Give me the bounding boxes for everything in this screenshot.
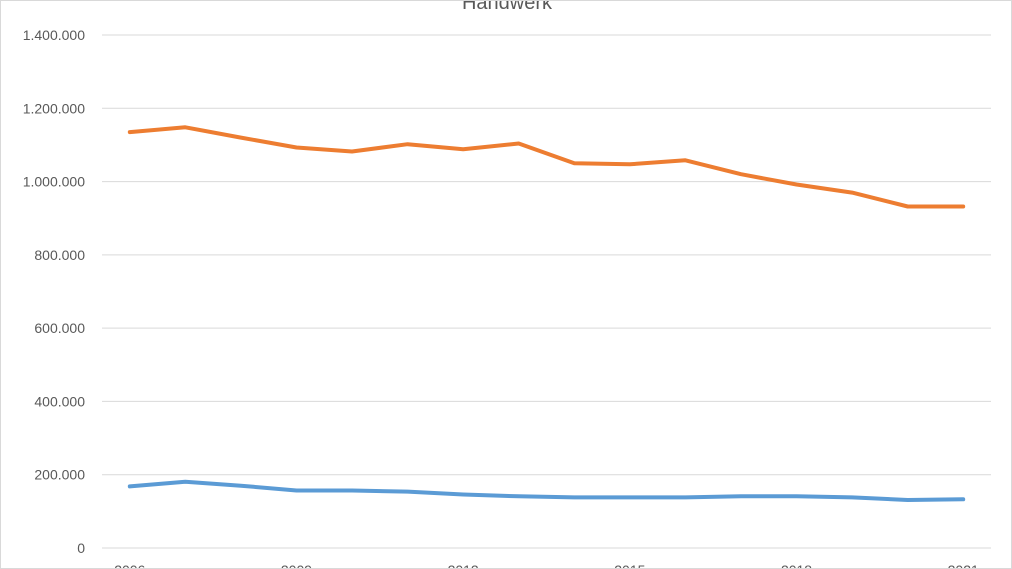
y-tick-label: 1.200.000 [23,100,85,116]
x-tick-label: 2012 [448,562,479,568]
y-axis-tick-labels: 0 200.000 400.000 600.000 800.000 1.000.000 1.… [23,27,86,556]
series-line-2 [127,479,966,502]
chart-title: Handwerk [462,1,553,14]
x-tick-label: 2009 [281,562,312,568]
x-tick-label: 2021 [948,562,979,568]
y-tick-label: 1.000.000 [23,174,85,190]
series-line-1 [127,125,966,209]
y-tick-label: 800.000 [34,247,85,263]
y-tick-label: 400.000 [34,393,85,409]
gridlines [102,34,991,549]
y-tick-label: 600.000 [34,320,85,336]
y-tick-label: 200.000 [34,467,85,483]
x-tick-label: 2015 [614,562,645,568]
y-tick-label: 1.400.000 [23,27,85,43]
y-tick-label: 0 [77,540,85,556]
x-tick-label: 2018 [781,562,812,568]
series-lines [127,125,966,502]
x-tick-label: 2006 [114,562,145,568]
x-axis-tick-labels: 2006 2009 2012 2015 2018 2021 [114,562,979,568]
